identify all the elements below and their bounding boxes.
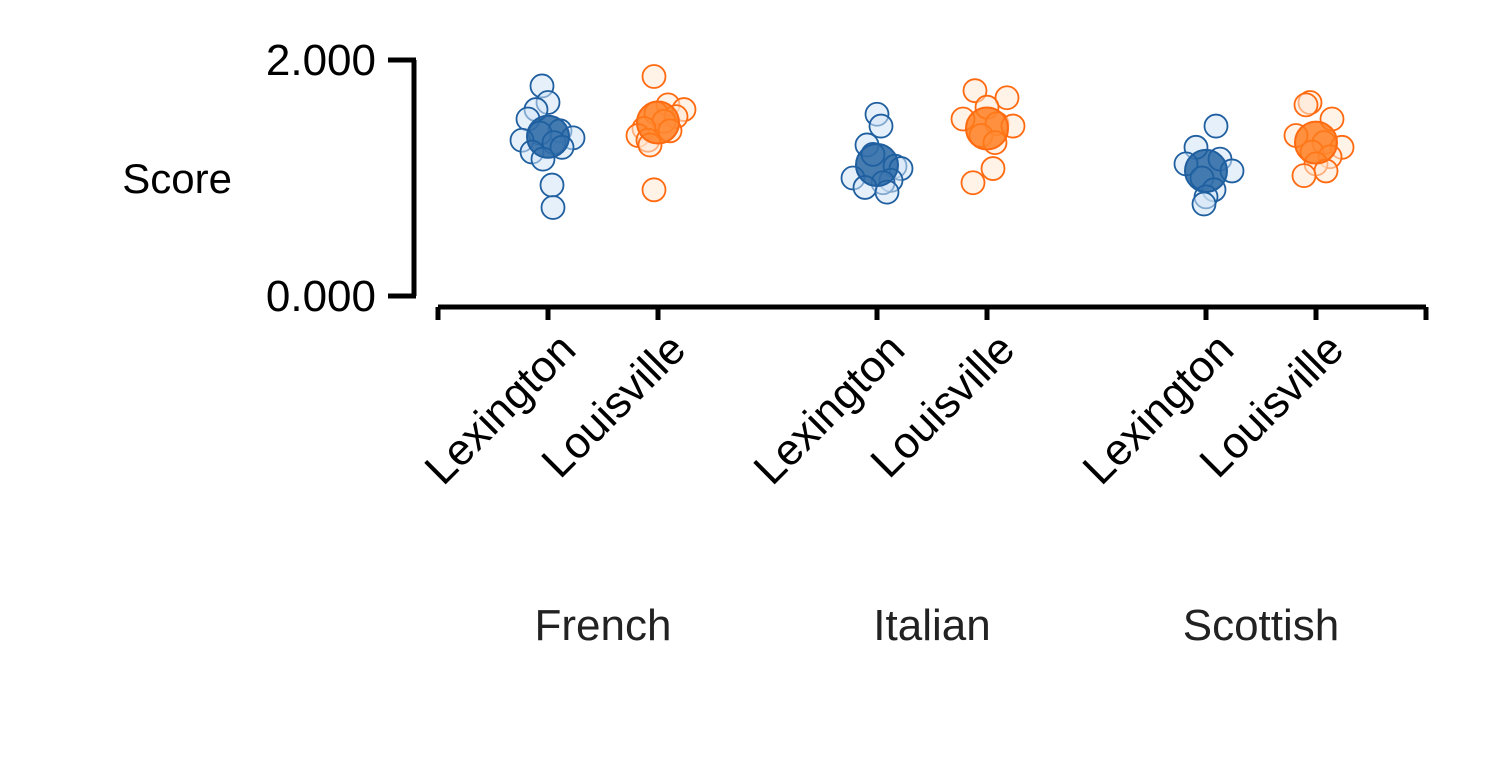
y-tick-label: 2.000: [266, 36, 376, 85]
mean-point-scottish-lexington: [1184, 148, 1228, 193]
y-axis-title: Score: [122, 155, 232, 202]
data-point-italian-louisville: [994, 85, 1020, 111]
mean-point-french-lexington: [526, 114, 570, 159]
y-tick-label: 0.000: [266, 272, 376, 321]
data-point-scottish-lexington: [1203, 113, 1229, 139]
mean-point-italian-lexington: [855, 143, 899, 188]
data-point-french-louisville: [641, 64, 667, 89]
group-label: French: [535, 601, 672, 650]
mean-point-scottish-louisville: [1294, 120, 1338, 165]
data-point-scottish-lexington: [1191, 191, 1217, 217]
x-axis: [435, 304, 1429, 320]
data-point-scottish-louisville: [1291, 163, 1317, 189]
axis-labels: ScoreLexingtonLouisvilleFrenchLexingtonL…: [122, 155, 1353, 650]
data-point-french-lexington: [539, 172, 565, 198]
data-point-italian-louisville: [960, 170, 986, 196]
y-axis: 0.000 2.000: [266, 36, 417, 321]
data-points: [509, 64, 1355, 220]
group-label: Scottish: [1183, 601, 1340, 650]
mean-point-french-louisville: [636, 100, 680, 145]
data-point-italian-louisville: [980, 156, 1006, 181]
data-point-italian-louisville: [962, 78, 988, 104]
mean-point-italian-louisville: [965, 106, 1009, 151]
mean-markers: [526, 100, 1338, 193]
data-point-french-lexington: [540, 195, 566, 220]
data-point-french-louisville: [641, 177, 667, 203]
data-point-italian-lexington: [868, 113, 894, 139]
group-label: Italian: [873, 601, 990, 650]
data-point-scottish-louisville: [1293, 92, 1319, 118]
